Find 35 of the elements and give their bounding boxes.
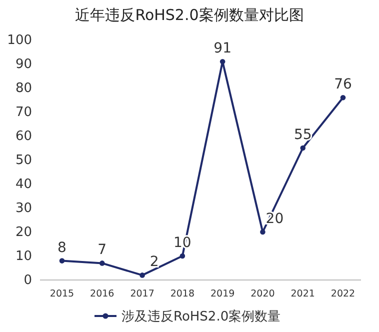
point: [99, 260, 105, 266]
point: [340, 94, 346, 100]
x-tick-label: 2017: [130, 288, 154, 300]
point: [220, 58, 226, 64]
point: [300, 145, 306, 151]
y-tick-label: 100: [7, 33, 32, 48]
x-tick-label: 2022: [330, 288, 356, 300]
y-tick-label: 0: [24, 273, 32, 288]
y-tick-label: 40: [15, 177, 32, 192]
y-tick-label: 30: [15, 201, 32, 216]
y-tick-label: 50: [15, 153, 32, 168]
y-tick-label: 20: [15, 225, 32, 240]
point: [260, 229, 266, 235]
data-label: 55: [294, 127, 312, 143]
legend-label: 涉及违反RoHS2.0案例数量: [122, 308, 281, 324]
x-tick-label: 2019: [210, 288, 235, 300]
data-label: 91: [214, 40, 232, 57]
data-label: 8: [58, 240, 66, 256]
y-tick-label: 60: [15, 129, 32, 144]
point: [140, 272, 145, 278]
x-tick-label: 2020: [250, 288, 275, 300]
x-tick-label: 2018: [170, 288, 195, 300]
y-tick-label: 90: [15, 57, 32, 72]
chart-title: 近年违反RoHS2.0案例数量对比图: [75, 6, 304, 24]
y-tick-label: 10: [15, 249, 32, 264]
point: [180, 253, 186, 259]
y-tick-label: 70: [15, 105, 32, 120]
x-tick-label: 2015: [50, 288, 74, 300]
data-label: 7: [98, 242, 107, 258]
x-tick-label: 2021: [290, 288, 315, 300]
point: [59, 258, 65, 264]
x-tick-label: 2016: [90, 288, 114, 300]
y-tick-label: 80: [15, 81, 32, 96]
data-label: 2: [150, 254, 159, 270]
data-label: 76: [334, 76, 352, 93]
